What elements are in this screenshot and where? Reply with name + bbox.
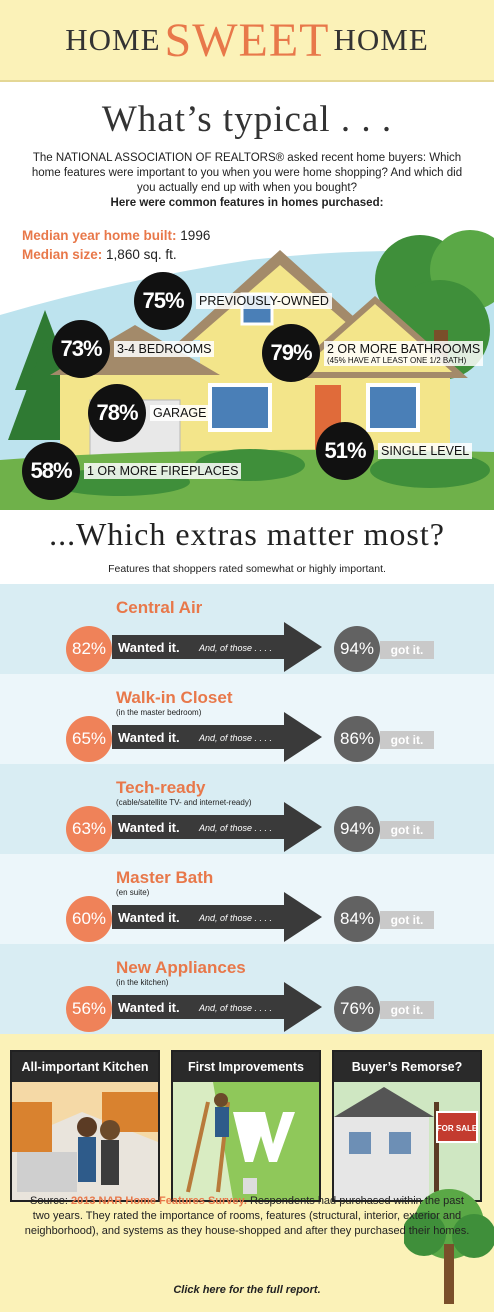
intro-section: What’s typical . . . The NATIONAL ASSOCI… — [0, 84, 494, 220]
card-title: Buyer’s Remorse? — [334, 1052, 480, 1082]
intro-title: What’s typical . . . — [101, 99, 393, 140]
stat-label: SINGLE LEVEL — [378, 443, 473, 459]
extras-subtitle: Features that shoppers rated somewhat or… — [108, 563, 386, 575]
wanted-label: Wanted it. — [118, 820, 180, 835]
stat-label: 2 OR MORE BATHROOMS (45% HAVE AT LEAST O… — [324, 340, 484, 366]
median-year-label: Median year home built: — [22, 228, 177, 243]
header-sweet: SWEET — [164, 13, 330, 67]
card-kitchen[interactable]: All-important Kitchen — [10, 1050, 160, 1202]
stat-label: 1 OR MORE FIREPLACES — [84, 463, 242, 479]
wanted-label: Wanted it. — [118, 1000, 180, 1015]
source-prefix: Source: — [30, 1195, 68, 1207]
source-description: Respondents had purchased within the pas… — [24, 1195, 470, 1237]
those-label: And, of those . . . . — [199, 823, 273, 833]
stat-single-level: 51% SINGLE LEVEL — [316, 422, 473, 480]
card-remorse[interactable]: Buyer’s Remorse? FOR SALE — [332, 1050, 482, 1202]
card-improvements[interactable]: First Improvements — [171, 1050, 321, 1202]
median-size-label: Median size: — [22, 247, 103, 262]
stat-previously-owned: 75% PREVIOUSLY-OWNED — [134, 272, 332, 330]
intro-bold-text: Here were common features in homes purch… — [110, 197, 384, 209]
feature-sub: (cable/satellite TV- and internet-ready) — [116, 798, 252, 807]
stat-circle: 79% — [262, 324, 320, 382]
got-label: got it. — [380, 641, 434, 659]
wanted-label: Wanted it. — [118, 730, 180, 745]
source-text: Source: 2013 NAR Home Features Survey. R… — [22, 1194, 472, 1239]
feature-name: Master Bath — [116, 868, 214, 887]
got-percent: 86% — [334, 716, 380, 762]
full-report-link[interactable]: Click here for the full report. — [173, 1284, 321, 1296]
got-label: got it. — [380, 911, 434, 929]
wanted-percent: 82% — [66, 626, 112, 672]
extras-title: ...Which extras matter most? — [49, 516, 445, 552]
stat-sub-text: (45% HAVE AT LEAST ONE 1/2 BATH) — [327, 355, 467, 365]
feature-name: Tech-ready — [116, 778, 206, 797]
wanted-percent: 56% — [66, 986, 112, 1032]
feature-row: Master Bath (en suite) 60% Wanted it. An… — [0, 854, 494, 944]
those-label: And, of those . . . . — [199, 913, 273, 923]
card-title: First Improvements — [173, 1052, 319, 1082]
feature-row: Central Air 82% Wanted it. And, of those… — [0, 584, 494, 674]
header-home-right: HOME — [333, 22, 429, 57]
got-label: got it. — [380, 731, 434, 749]
got-percent: 94% — [334, 806, 380, 852]
median-year: Median year home built: 1996 — [22, 228, 210, 243]
median-year-value: 1996 — [180, 228, 211, 243]
extras-heading: ...Which extras matter most? Features th… — [0, 516, 494, 575]
arrow-icon — [112, 802, 322, 852]
median-size-value: 1,860 sq. ft. — [106, 247, 177, 262]
remorse-illustration: FOR SALE — [334, 1082, 480, 1200]
feature-name: New Appliances — [116, 958, 246, 977]
stat-bathrooms: 79% 2 OR MORE BATHROOMS (45% HAVE AT LEA… — [262, 324, 484, 382]
arrow-icon — [112, 622, 322, 672]
stat-label-text: 2 OR MORE BATHROOMS — [327, 341, 481, 356]
stat-fireplaces: 58% 1 OR MORE FIREPLACES — [22, 442, 242, 500]
for-sale-sign: FOR SALE — [437, 1124, 478, 1133]
feature-row: New Appliances (in the kitchen) 56% Want… — [0, 944, 494, 1034]
stat-label: 3-4 BEDROOMS — [114, 341, 215, 357]
wanted-percent: 65% — [66, 716, 112, 762]
stat-garage: 78% GARAGE — [88, 384, 210, 442]
house-section: Median year home built: 1996 Median size… — [0, 220, 494, 510]
intro-text: The NATIONAL ASSOCIATION OF REALTORS® as… — [31, 152, 463, 194]
improvements-illustration — [173, 1082, 319, 1200]
got-label: got it. — [380, 1001, 434, 1019]
header-banner: HOME SWEET HOME — [0, 0, 494, 82]
feature-sub: (in the master bedroom) — [116, 708, 202, 717]
header-home-left: HOME — [65, 22, 161, 57]
card-title: All-important Kitchen — [12, 1052, 158, 1082]
arrow-icon — [112, 982, 322, 1032]
got-percent: 84% — [334, 896, 380, 942]
tree-illustration — [404, 1189, 494, 1304]
feature-name: Walk-in Closet — [116, 688, 233, 707]
wanted-percent: 60% — [66, 896, 112, 942]
those-label: And, of those . . . . — [199, 1003, 273, 1013]
stat-circle: 51% — [316, 422, 374, 480]
stat-label: GARAGE — [150, 405, 210, 421]
stat-circle: 75% — [134, 272, 192, 330]
arrow-icon — [112, 712, 322, 762]
those-label: And, of those . . . . — [199, 733, 273, 743]
stat-circle: 78% — [88, 384, 146, 442]
feature-row: Tech-ready (cable/satellite TV- and inte… — [0, 764, 494, 854]
wanted-label: Wanted it. — [118, 640, 180, 655]
feature-sub: (en suite) — [116, 888, 150, 897]
bottom-section: All-important Kitchen First Improvements — [0, 1034, 494, 1312]
source-link[interactable]: 2013 NAR Home Features Survey. — [71, 1195, 247, 1207]
wanted-label: Wanted it. — [118, 910, 180, 925]
feature-name: Central Air — [116, 598, 203, 617]
stat-bedrooms: 73% 3-4 BEDROOMS — [52, 320, 215, 378]
got-percent: 76% — [334, 986, 380, 1032]
feature-sub: (in the kitchen) — [116, 978, 169, 987]
stat-label: PREVIOUSLY-OWNED — [196, 293, 332, 309]
got-label: got it. — [380, 821, 434, 839]
those-label: And, of those . . . . — [199, 643, 273, 653]
got-percent: 94% — [334, 626, 380, 672]
median-size: Median size: 1,860 sq. ft. — [22, 247, 177, 262]
arrow-icon — [112, 892, 322, 942]
kitchen-illustration — [12, 1082, 158, 1200]
wanted-percent: 63% — [66, 806, 112, 852]
stat-circle: 58% — [22, 442, 80, 500]
stat-circle: 73% — [52, 320, 110, 378]
feature-row: Walk-in Closet (in the master bedroom) 6… — [0, 674, 494, 764]
